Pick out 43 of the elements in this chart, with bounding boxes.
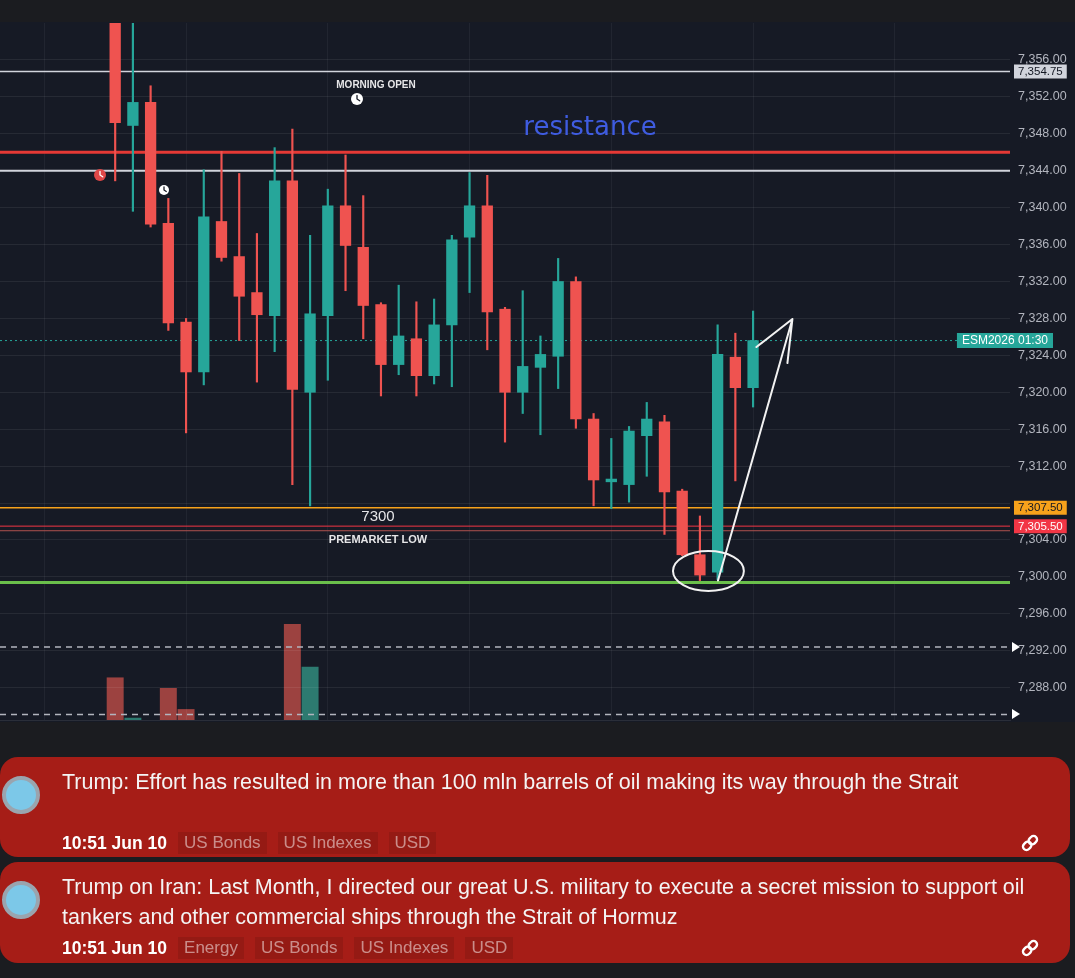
text: USD xyxy=(465,937,514,959)
text: USD xyxy=(388,832,437,854)
text: Energy xyxy=(178,937,244,959)
y-tick-label: 7,332.00 xyxy=(1018,273,1067,288)
annotation: 7300 xyxy=(361,507,395,525)
y-tick-label: 7,304.00 xyxy=(1018,532,1067,547)
text: US Indexes xyxy=(277,832,378,854)
y-tick-label: 7,296.00 xyxy=(1018,606,1067,621)
y-tick-label: 7,288.00 xyxy=(1018,680,1067,695)
y-tick-label: 7,344.00 xyxy=(1018,163,1067,178)
candlestick xyxy=(339,154,352,292)
text: 10:51 Jun 10 xyxy=(62,832,168,854)
y-tick-label: 7,328.00 xyxy=(1018,310,1067,325)
text: US Bonds xyxy=(178,832,267,854)
ref-line-label: resistance xyxy=(523,111,657,141)
candlestick xyxy=(534,335,547,436)
y-tick-label: 7,340.00 xyxy=(1018,200,1067,215)
ref-line-label: 7,307.50 xyxy=(1018,501,1063,514)
y-tick-label: 7,320.00 xyxy=(1018,384,1067,399)
text: Trump: Effort has resulted in more than 100 mln barrels of oil making its way through the Strait xyxy=(62,769,960,796)
y-tick-label: 7,356.00 xyxy=(1018,52,1067,67)
bar xyxy=(301,666,319,720)
candlestick xyxy=(463,172,476,293)
y-tick-label: 7,312.00 xyxy=(1018,458,1067,473)
y-tick-label: 7,348.00 xyxy=(1018,126,1067,141)
y-tick-label: 7,300.00 xyxy=(1018,569,1067,584)
y-tick-label: 7,336.00 xyxy=(1018,237,1067,252)
bar xyxy=(106,677,124,720)
text: 10:51 Jun 10 xyxy=(62,937,168,959)
annotation: PREMARKET LOW xyxy=(328,533,428,546)
y-tick-label: 7,292.00 xyxy=(1018,643,1067,658)
text: Trump on Iran: Last Month, I directed our great U.S. military to execute a secret mission to support oil tankers and other commercial ships through the Strait of Hormuz xyxy=(62,874,1026,931)
y-tick-label: 7,324.00 xyxy=(1018,347,1067,362)
annotation: ESM2026 01:30 xyxy=(961,333,1049,348)
ref-line-label: 7,354.75 xyxy=(1018,65,1063,78)
y-tick-label: 7,352.00 xyxy=(1018,89,1067,104)
y-tick-label: 7,316.00 xyxy=(1018,421,1067,436)
candlestick xyxy=(215,150,228,262)
bar xyxy=(283,624,301,720)
annotation: MORNING OPEN xyxy=(336,78,416,90)
text: US Bonds xyxy=(254,937,344,959)
text: US Indexes xyxy=(354,937,455,959)
ref-line-label: 7,305.50 xyxy=(1018,519,1063,532)
